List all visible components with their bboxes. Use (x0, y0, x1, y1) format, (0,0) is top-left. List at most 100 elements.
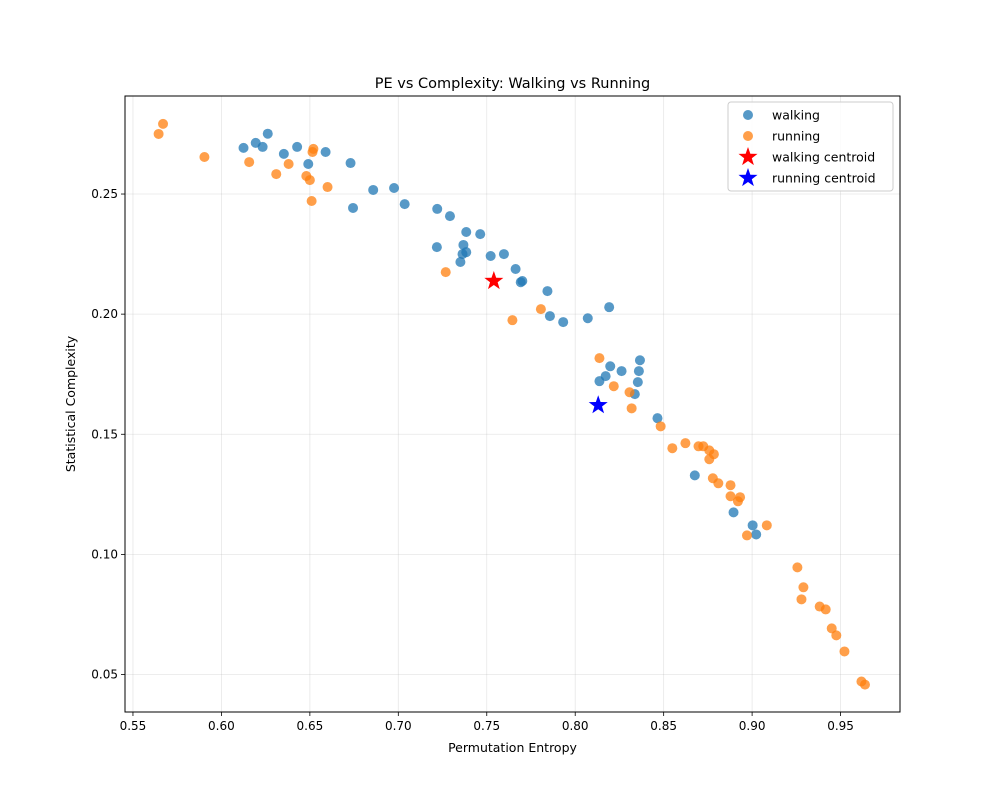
walking-point (632, 377, 643, 388)
walking-point (594, 376, 605, 387)
walking-point (431, 242, 442, 253)
running-point (158, 118, 169, 129)
running-point (796, 594, 807, 605)
running-point (608, 381, 619, 392)
walking-point (320, 146, 331, 157)
running-point (440, 267, 451, 278)
walking-point (605, 361, 616, 372)
walking-point (510, 263, 521, 274)
walking-point (604, 302, 615, 313)
plot-frame (124, 95, 901, 713)
walking-point (542, 286, 553, 297)
x-tick-label: 0.85 (650, 719, 677, 733)
running-point (507, 315, 518, 326)
walking-point (475, 229, 486, 240)
walking-point (389, 183, 400, 194)
running-point (831, 630, 842, 641)
running-point (535, 304, 546, 315)
walking-point (485, 251, 496, 262)
walking-point (652, 413, 663, 424)
walking-point (544, 311, 555, 322)
walking-point (461, 247, 472, 258)
legend-walking-label: walking (772, 108, 820, 123)
legend-running-centroid-label: running centroid (772, 171, 876, 186)
x-tick-label: 0.95 (827, 719, 854, 733)
x-axis-label: Permutation Entropy (448, 740, 577, 755)
walking-point (689, 470, 700, 481)
walking-point (257, 141, 268, 152)
legend-running-swatch (743, 131, 753, 141)
running-point (624, 387, 635, 398)
running-point (792, 562, 803, 573)
legend-running-label: running (772, 129, 820, 144)
running-point (271, 169, 282, 180)
walking-centroid-marker (484, 270, 504, 290)
data-points (153, 118, 870, 690)
running-point (839, 646, 850, 657)
running-point (820, 604, 831, 615)
running-point (322, 182, 333, 193)
running-point (798, 582, 809, 593)
legend-running-centroid-swatch (738, 168, 758, 187)
walking-point (303, 158, 314, 169)
walking-point (262, 128, 273, 139)
walking-point (348, 202, 359, 213)
walking-point (634, 355, 645, 366)
running-point (304, 175, 315, 186)
running-point (283, 158, 294, 169)
walking-point (498, 249, 509, 260)
running-point (594, 353, 605, 364)
walking-point (455, 257, 466, 268)
running-point (626, 403, 637, 414)
x-tick-label: 0.90 (739, 719, 766, 733)
y-tick-label: 0.25 (91, 187, 118, 201)
running-centroid-marker (588, 395, 608, 414)
running-point (741, 530, 752, 541)
running-point (725, 480, 736, 491)
x-tick-label: 0.70 (385, 719, 412, 733)
x-tick-label: 0.60 (208, 719, 235, 733)
walking-point (278, 148, 289, 159)
running-point (667, 443, 678, 454)
walking-point (399, 199, 410, 210)
running-point (307, 146, 318, 157)
walking-point (461, 226, 472, 237)
legend-box (727, 101, 894, 192)
walking-point (747, 520, 758, 531)
legend-walking-centroid-swatch (738, 147, 758, 166)
running-point (735, 492, 746, 503)
running-point (859, 679, 870, 690)
x-tick-label: 0.55 (120, 719, 147, 733)
walking-point (432, 203, 443, 214)
axes: 0.55 0.60 0.65 0.70 0.75 0.80 0.85 0.90 0.95 0.05… (91, 187, 854, 733)
running-point (761, 520, 772, 531)
walking-point (292, 141, 303, 152)
x-tick-label: 0.75 (473, 719, 500, 733)
walking-point (633, 366, 644, 377)
running-point (704, 454, 715, 465)
walking-point (728, 507, 739, 518)
grid (125, 96, 900, 712)
x-tick-label: 0.80 (562, 719, 589, 733)
legend: walking running walking centroid running ce… (727, 101, 894, 192)
legend-walking-swatch (743, 110, 753, 120)
centroid-markers (484, 270, 608, 414)
running-point (153, 128, 164, 139)
running-point (306, 195, 317, 206)
walking-point (444, 211, 455, 222)
walking-point (582, 313, 593, 324)
walking-point (616, 366, 627, 377)
y-tick-label: 0.20 (91, 307, 118, 321)
walking-point (345, 158, 356, 169)
running-point (713, 478, 724, 489)
running-point (244, 157, 255, 168)
x-tick-label: 0.65 (297, 719, 324, 733)
walking-point (517, 275, 528, 286)
y-tick-label: 0.15 (91, 427, 118, 441)
walking-point (368, 184, 379, 195)
running-point (655, 421, 666, 432)
walking-point (238, 142, 249, 153)
y-tick-label: 0.10 (91, 547, 118, 561)
chart-title: PE vs Complexity: Walking vs Running (375, 76, 651, 92)
